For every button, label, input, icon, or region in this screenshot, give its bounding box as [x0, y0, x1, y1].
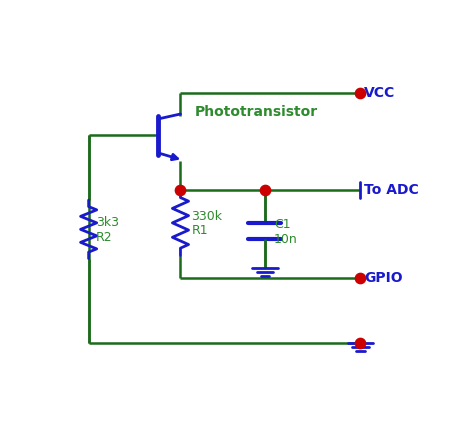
- Text: GPIO: GPIO: [364, 271, 403, 285]
- Point: [261, 187, 269, 194]
- Text: 330k: 330k: [191, 210, 222, 223]
- Point: [177, 187, 184, 194]
- Text: 10n: 10n: [274, 233, 298, 246]
- Point: [356, 275, 364, 281]
- Text: 3k3: 3k3: [96, 216, 119, 230]
- Text: To ADC: To ADC: [364, 184, 419, 197]
- Text: VCC: VCC: [364, 86, 395, 100]
- Text: Phototransistor: Phototransistor: [195, 106, 319, 119]
- Point: [356, 340, 364, 346]
- Text: R1: R1: [191, 225, 208, 238]
- Text: R2: R2: [96, 231, 113, 244]
- Text: C1: C1: [274, 218, 291, 231]
- Point: [356, 89, 364, 96]
